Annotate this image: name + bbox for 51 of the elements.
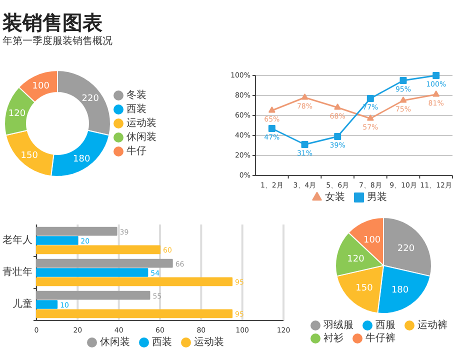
data-label: 220 — [397, 244, 415, 254]
y-tick-label: 青壮年 — [2, 266, 32, 278]
bar — [36, 268, 148, 277]
bar — [36, 258, 173, 268]
point — [301, 141, 308, 148]
y-tick-label: 儿童 — [12, 298, 32, 310]
point — [268, 106, 276, 113]
legend-label: 男装 — [367, 191, 387, 203]
legend-label: 羽绒服 — [324, 319, 354, 331]
data-label: 220 — [82, 94, 100, 104]
legend-label: 西装 — [126, 103, 146, 115]
bar — [36, 309, 233, 318]
data-label: 180 — [73, 154, 90, 164]
bar — [36, 226, 118, 236]
legend-label: 冬装 — [126, 89, 146, 101]
legend-label: 运动装 — [194, 336, 224, 348]
point — [400, 77, 407, 84]
point — [301, 94, 308, 100]
point — [432, 72, 440, 79]
data-label: 100 — [363, 236, 381, 246]
data-label: 150 — [20, 151, 38, 162]
legend-label: 女装 — [325, 191, 345, 203]
point — [268, 125, 276, 132]
legend-label: 衬衫 — [324, 332, 344, 344]
legend-label: 运动装 — [126, 117, 156, 129]
chart-title: 装销售图表 — [2, 10, 102, 34]
point — [366, 95, 374, 102]
legend-label: 牛仔 — [126, 145, 146, 157]
data-label: 180 — [391, 286, 409, 296]
point — [334, 133, 342, 140]
point — [366, 114, 374, 121]
bar — [36, 277, 233, 286]
legend-label: 牛仔裤 — [366, 332, 396, 344]
legend-label: 西服 — [376, 320, 396, 331]
legend-label: 休闲装 — [100, 336, 130, 348]
y-tick-label: 老年人 — [2, 234, 32, 246]
legend-label: 休闲装 — [126, 131, 156, 143]
bar — [36, 290, 150, 300]
bar — [36, 245, 160, 254]
data-label: 120 — [8, 108, 26, 119]
data-label: 150 — [356, 283, 374, 294]
bar — [36, 300, 58, 309]
point — [334, 104, 342, 110]
legend-label: 西装 — [152, 336, 172, 348]
bar — [36, 236, 78, 245]
chart-subtitle: 年第一季度服装销售概况 — [2, 35, 112, 47]
data-label: 100 — [32, 81, 50, 92]
point — [432, 90, 440, 97]
data-label: 120 — [347, 254, 365, 264]
point — [400, 96, 407, 103]
legend-label: 运动裤 — [418, 319, 448, 331]
